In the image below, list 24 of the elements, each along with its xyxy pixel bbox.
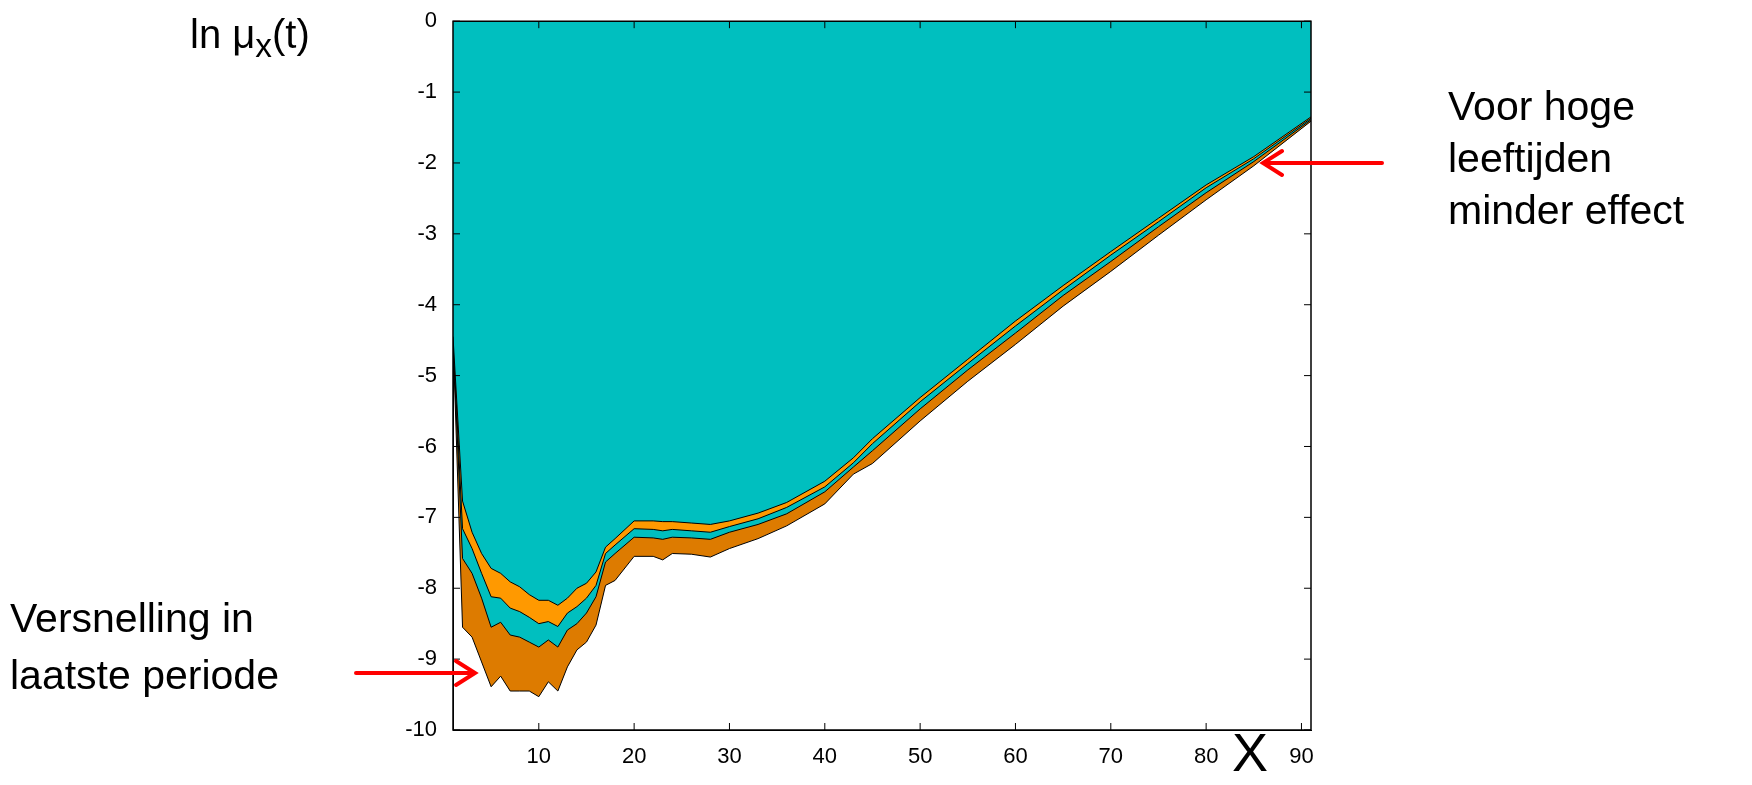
y-tick-label: -8 (417, 574, 437, 600)
x-tick-label: 30 (717, 743, 742, 769)
y-tick-label: -4 (417, 290, 437, 316)
text: Versnelling in laatste periode (10, 594, 280, 700)
y-tick-label: -1 (417, 78, 437, 104)
text: Voor hoge leeftijden minder effect (1448, 82, 1686, 235)
y-tick-label: -9 (417, 645, 437, 671)
y-tick-label: -10 (405, 716, 437, 742)
y-tick-label: -6 (417, 432, 437, 458)
x-tick-label: 70 (1098, 743, 1124, 769)
x-axis-title: X (1232, 722, 1269, 782)
y-tick-label: -5 (417, 361, 437, 387)
x-tick-label: 40 (812, 743, 838, 769)
x-tick-label: 80 (1193, 743, 1219, 769)
x-tick-label: 50 (907, 743, 933, 769)
x-tick-label: 90 (1289, 743, 1314, 769)
y-tick-label: -7 (417, 503, 437, 529)
y-tick-label: 0 (424, 7, 437, 33)
y-axis-title: ln μ$_{x}$(t) (190, 12, 310, 65)
y-tick-label: -2 (417, 149, 437, 175)
x-tick-label: 10 (526, 743, 552, 769)
x-tick-label: 20 (621, 743, 647, 769)
y-tick-label: -3 (417, 219, 437, 245)
x-tick-label: 60 (1003, 743, 1028, 769)
